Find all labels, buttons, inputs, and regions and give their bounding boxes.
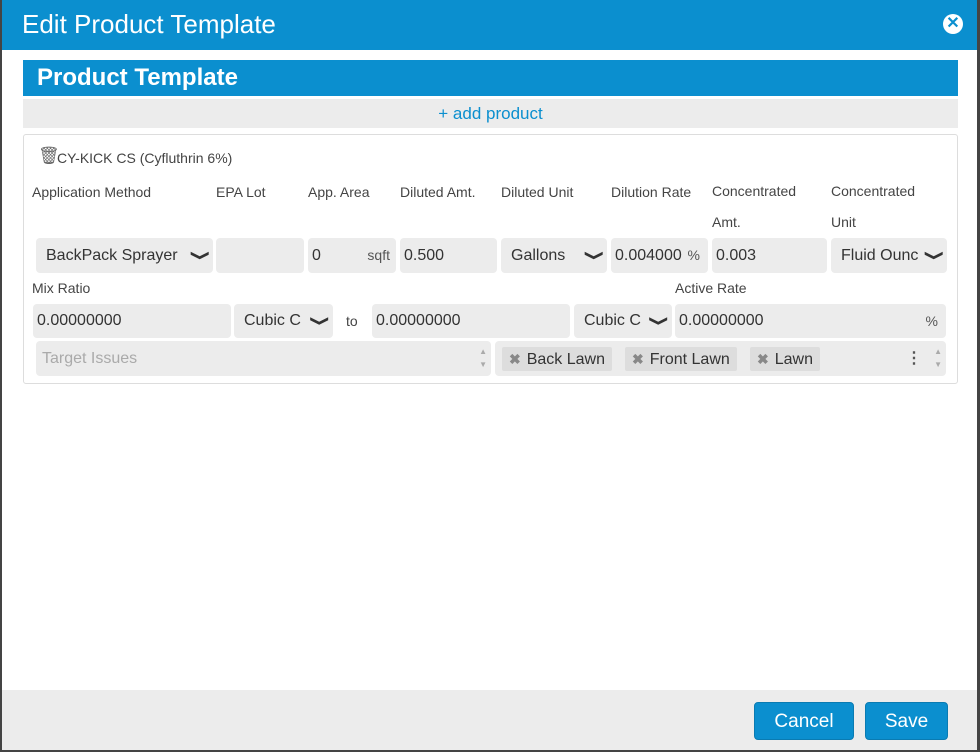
save-button[interactable]: Save <box>865 702 948 740</box>
diluted-unit-select[interactable]: Gallons ❯ <box>501 238 607 273</box>
label-diluted-amt: Diluted Amt. <box>400 184 476 200</box>
mix-ratio-from-input[interactable]: 0.00000000 <box>33 304 231 338</box>
diluted-amt-input[interactable]: 0.500 <box>400 238 497 273</box>
concentrated-unit-value: Fluid Ounc <box>841 247 919 264</box>
label-app-area: App. Area <box>308 184 370 200</box>
location-tag[interactable]: ✖ Lawn <box>750 347 820 371</box>
spinner-icon[interactable]: ▲ ▼ <box>479 347 487 369</box>
tag-label: Back Lawn <box>526 351 605 368</box>
remove-tag-icon[interactable]: ✖ <box>509 351 521 367</box>
dilution-rate-unit: % <box>687 247 700 263</box>
remove-tag-icon[interactable]: ✖ <box>632 351 644 367</box>
location-tag[interactable]: ✖ Front Lawn <box>625 347 737 371</box>
more-options-icon[interactable]: ⋮ <box>906 350 922 367</box>
locations-multiselect[interactable]: ✖ Back Lawn ✖ Front Lawn ✖ Lawn ⋮ ▲ ▼ <box>495 341 946 376</box>
chevron-down-icon: ❯ <box>191 249 213 262</box>
dialog-footer: Cancel Save <box>2 690 977 750</box>
mix-ratio-to-unit-select[interactable]: Cubic C ❯ <box>574 304 672 338</box>
active-rate-value: 0.00000000 <box>679 312 764 329</box>
mix-ratio-from-unit-value: Cubic C <box>244 312 301 329</box>
label-active-rate: Active Rate <box>675 280 747 296</box>
active-rate-input[interactable]: 0.00000000% <box>675 304 946 338</box>
chevron-down-icon: ❯ <box>585 249 607 262</box>
spinner-icon[interactable]: ▲ ▼ <box>934 347 942 369</box>
chevron-down-icon: ❯ <box>925 249 947 262</box>
dialog-title: Edit Product Template <box>22 9 276 39</box>
label-concentrated-amt: Concentrated Amt. <box>712 183 797 230</box>
section-title: Product Template <box>23 60 958 96</box>
concentrated-unit-select[interactable]: Fluid Ounc ❯ <box>831 238 947 273</box>
label-dilution-rate: Dilution Rate <box>611 184 692 200</box>
remove-tag-icon[interactable]: ✖ <box>757 351 769 367</box>
product-name: CY-KICK CS (Cyfluthrin 6%) <box>57 150 233 166</box>
application-method-value: BackPack Sprayer <box>46 247 178 264</box>
product-card: 🗑 CY-KICK CS (Cyfluthrin 6%) Application… <box>23 134 958 384</box>
mix-ratio-from-unit-select[interactable]: Cubic C ❯ <box>234 304 333 338</box>
add-product-button[interactable]: + add product <box>23 99 958 128</box>
target-issues-input[interactable]: Target Issues ▲ ▼ <box>36 341 491 376</box>
chevron-down-icon: ❯ <box>310 315 332 327</box>
active-rate-unit: % <box>925 313 938 329</box>
mix-ratio-to-input[interactable]: 0.00000000 <box>372 304 570 338</box>
application-method-select[interactable]: BackPack Sprayer ❯ <box>36 238 213 273</box>
app-area-value: 0 <box>312 247 321 264</box>
label-diluted-unit: Diluted Unit <box>501 184 574 200</box>
mix-ratio-to-unit-value: Cubic C <box>584 312 641 329</box>
concentrated-amt-input[interactable]: 0.003 <box>712 238 827 273</box>
label-concentrated-unit: Concentrated Unit <box>831 183 916 230</box>
dilution-rate-value: 0.004000 <box>615 247 682 264</box>
epa-lot-input[interactable] <box>216 238 304 273</box>
label-application-method: Application Method <box>32 184 152 200</box>
trash-icon[interactable]: 🗑 <box>38 146 60 165</box>
label-mix-ratio: Mix Ratio <box>32 280 91 296</box>
location-tag[interactable]: ✖ Back Lawn <box>502 347 612 371</box>
dilution-rate-input[interactable]: 0.004000% <box>611 238 708 273</box>
label-epa-lot: EPA Lot <box>216 184 266 200</box>
chevron-down-icon: ❯ <box>649 315 671 327</box>
dialog-header: Edit Product Template ✕ <box>2 0 977 50</box>
tag-label: Lawn <box>774 351 813 368</box>
cancel-button[interactable]: Cancel <box>754 702 854 740</box>
target-issues-placeholder: Target Issues <box>42 350 138 367</box>
label-to: to <box>346 313 358 329</box>
app-area-unit: sqft <box>367 247 390 263</box>
close-icon[interactable]: ✕ <box>943 14 963 34</box>
diluted-unit-value: Gallons <box>511 247 566 264</box>
tag-label: Front Lawn <box>649 351 730 368</box>
app-area-input[interactable]: 0 sqft <box>308 238 396 273</box>
